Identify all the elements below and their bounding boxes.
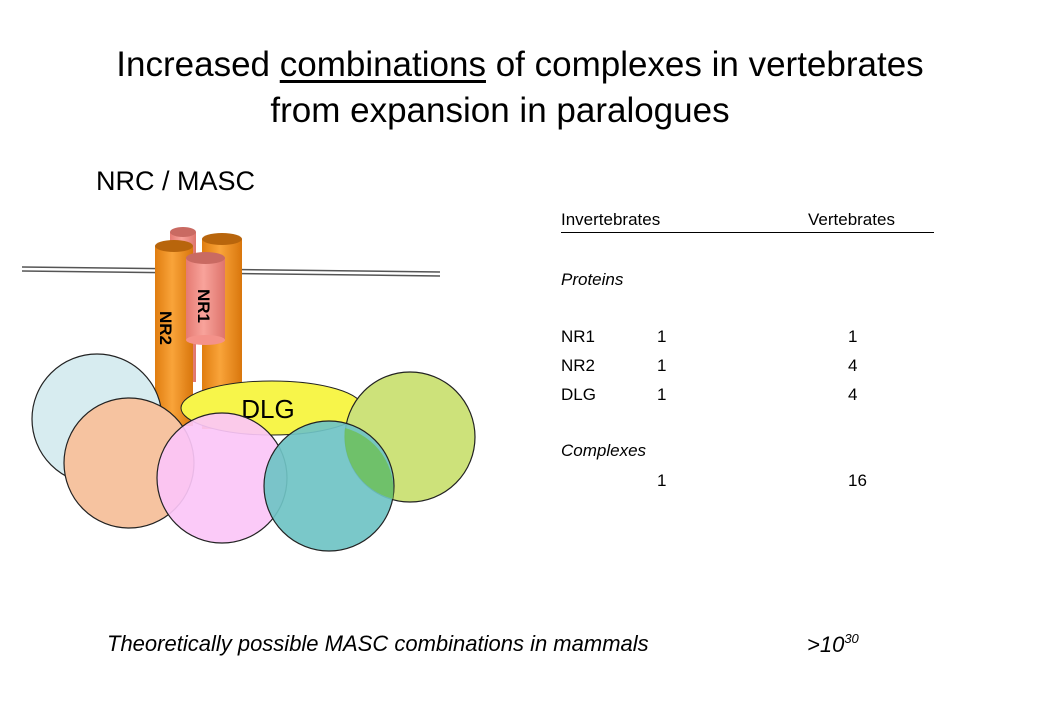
nr2-label: NR2 [156, 311, 175, 345]
slide-title: Increased combinations of complexes in v… [0, 42, 1040, 134]
complexes-label: Complexes [561, 441, 647, 460]
paralogue-table: Invertebrates Vertebrates Proteins NR1 1… [561, 210, 941, 490]
header-vertebrates: Vertebrates [808, 210, 895, 229]
header-invertebrates: Invertebrates [561, 210, 661, 229]
table-header: Invertebrates Vertebrates [561, 210, 934, 233]
nr1-cylinder [186, 252, 225, 345]
nr1-label: NR1 [194, 289, 213, 323]
masc-complex-diagram: NR1 NR2 DLG [21, 227, 476, 552]
title-line-2: from expansion in paralogues [270, 91, 730, 130]
diagram-subtitle: NRC / MASC [96, 166, 256, 196]
proteins-label: Proteins [561, 270, 624, 289]
footnote: Theoretically possible MASC combinations… [107, 631, 859, 657]
title-line-1: Increased combinations of complexes in v… [116, 45, 924, 84]
title-underlined-word: combinations [279, 45, 486, 84]
footnote-value: >1030 [807, 631, 859, 657]
overlap-teal-green [344, 428, 394, 499]
footnote-text: Theoretically possible MASC combinations… [107, 631, 649, 656]
